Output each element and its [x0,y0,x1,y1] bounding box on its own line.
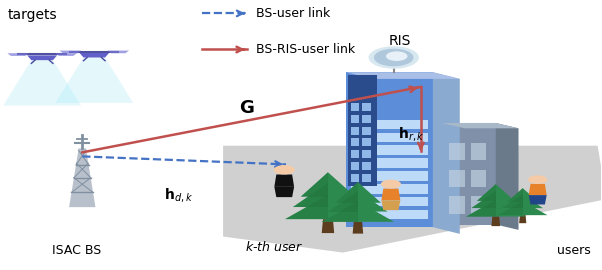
Circle shape [368,46,419,69]
Text: $k$-th user: $k$-th user [245,240,303,254]
Bar [351,150,359,158]
Polygon shape [466,200,496,217]
Polygon shape [223,146,602,252]
Polygon shape [55,58,133,103]
Bar [351,115,359,123]
Polygon shape [27,55,57,60]
Polygon shape [477,184,515,201]
Bar [471,197,486,214]
Bar [362,174,370,182]
Circle shape [381,180,401,188]
Polygon shape [285,195,371,219]
Polygon shape [466,200,526,217]
Bar [351,197,428,206]
Polygon shape [107,50,129,53]
Bar [449,143,465,160]
Polygon shape [498,201,547,215]
Text: BS-user link: BS-user link [256,7,330,20]
Polygon shape [321,201,394,222]
Bar [351,146,428,155]
Polygon shape [382,188,400,200]
Polygon shape [346,72,433,227]
Text: $\mathbf{h}_{r,k}$: $\mathbf{h}_{r,k}$ [399,125,426,143]
Circle shape [374,49,414,66]
Polygon shape [335,182,381,203]
Bar [362,127,370,135]
Text: RIS: RIS [389,34,411,48]
Bar [449,170,465,187]
Polygon shape [293,183,363,207]
Bar [471,170,486,187]
Bar [351,210,428,219]
Polygon shape [7,53,29,56]
Polygon shape [79,53,109,58]
Bar [351,138,359,146]
Polygon shape [529,184,547,195]
Bar [362,150,370,158]
Polygon shape [382,200,400,210]
Text: BS-RIS-user link: BS-RIS-user link [256,43,355,56]
Bar [351,120,428,129]
Bar [449,197,465,214]
Bar [351,158,428,168]
Polygon shape [507,188,523,202]
Bar [351,103,359,111]
Text: $\mathbf{h}_{d,k}$: $\mathbf{h}_{d,k}$ [164,186,193,204]
Polygon shape [285,195,328,219]
Polygon shape [353,222,363,234]
Polygon shape [60,50,81,53]
Polygon shape [503,194,523,208]
Bar [351,174,359,182]
Polygon shape [471,191,496,208]
Bar [351,127,359,135]
Polygon shape [55,53,77,56]
Polygon shape [275,174,294,187]
Polygon shape [321,219,334,233]
Circle shape [386,51,408,61]
Circle shape [274,165,295,174]
Polygon shape [328,191,388,212]
Bar [351,184,428,194]
Bar [351,171,428,181]
Text: $\mathbf{G}$: $\mathbf{G}$ [240,99,255,117]
Text: ISAC BS: ISAC BS [52,244,101,256]
Bar [351,133,428,142]
Text: targets: targets [7,8,57,22]
Polygon shape [491,217,500,226]
Circle shape [528,175,547,184]
Polygon shape [442,123,518,128]
Polygon shape [433,72,460,234]
Bar [362,162,370,170]
Polygon shape [503,194,543,208]
Polygon shape [275,187,294,197]
Polygon shape [69,148,96,207]
Polygon shape [529,195,547,204]
Bar [362,103,370,111]
Polygon shape [3,60,81,106]
Polygon shape [321,201,358,222]
Polygon shape [301,172,355,197]
Polygon shape [335,182,358,203]
Polygon shape [519,215,526,223]
Polygon shape [348,75,376,187]
Polygon shape [477,184,496,201]
Polygon shape [442,123,496,225]
Polygon shape [496,123,518,230]
Polygon shape [507,188,538,202]
Polygon shape [301,172,328,197]
Bar [351,162,359,170]
Bar [471,143,486,160]
Bar [362,138,370,146]
Text: users: users [557,244,591,256]
Polygon shape [346,72,460,79]
Polygon shape [498,201,523,215]
Polygon shape [328,191,358,212]
Polygon shape [293,183,328,207]
Polygon shape [471,191,520,208]
Bar [362,115,370,123]
